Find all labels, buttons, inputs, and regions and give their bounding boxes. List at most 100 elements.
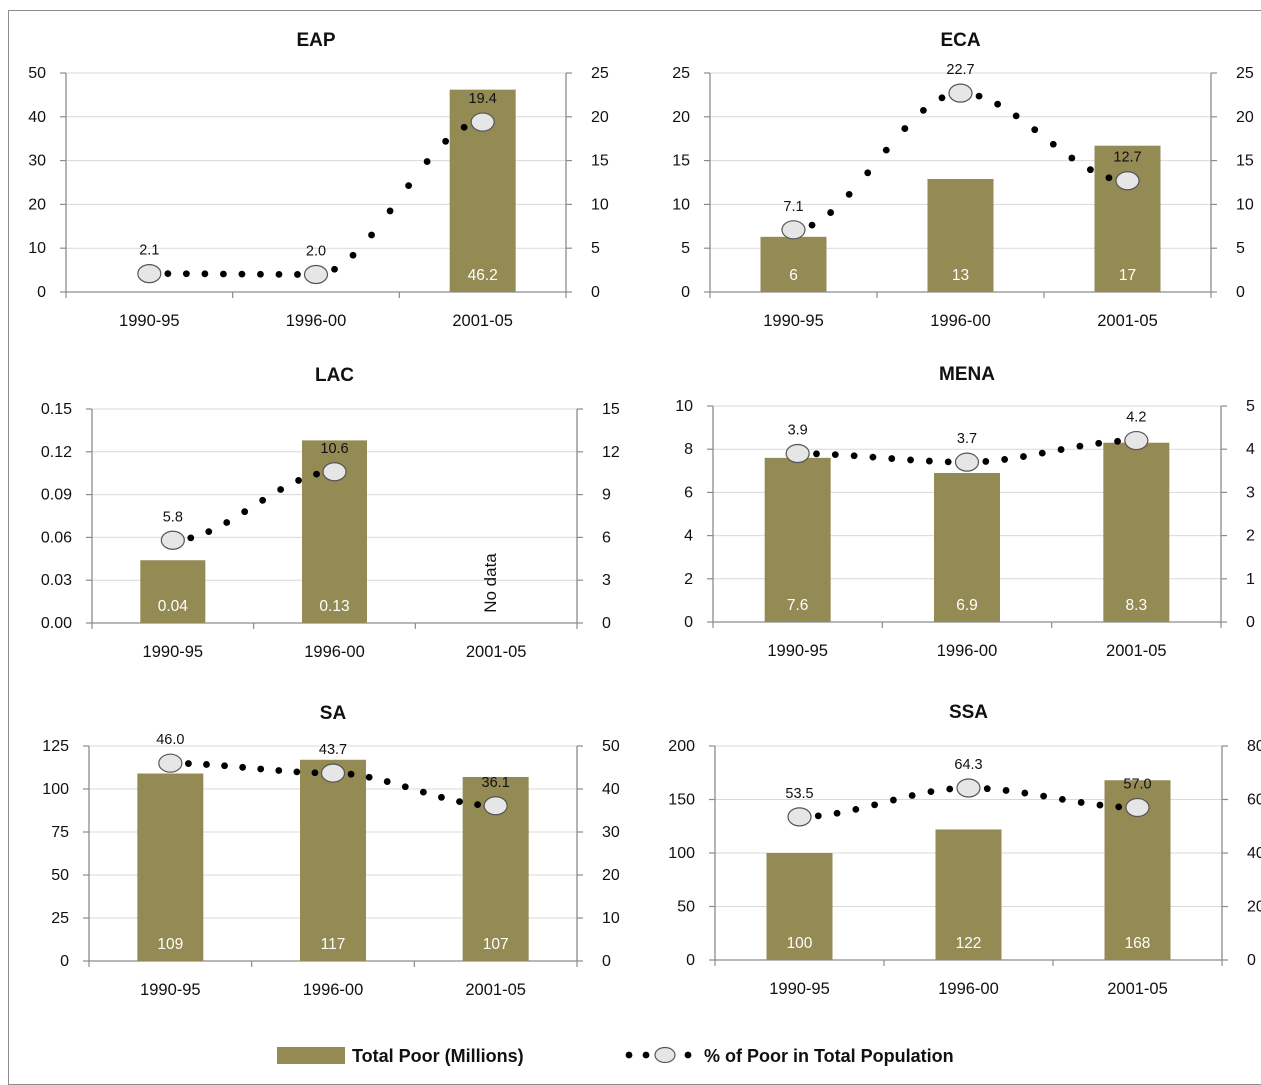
pct-value-label: 3.9	[788, 423, 808, 439]
line-dot	[164, 270, 172, 278]
x-tick-label: 1990-95	[767, 642, 828, 660]
y2-tick-label: 10	[591, 196, 609, 213]
bar-value-label: 109	[157, 936, 183, 953]
bar-value-label: 8.3	[1126, 597, 1148, 614]
bar-value-label: 46.2	[468, 267, 498, 284]
line-dot	[1058, 795, 1066, 803]
line-dot	[1020, 453, 1027, 460]
y2-tick-label: 10	[602, 910, 620, 927]
y2-tick-label: 12	[602, 444, 620, 461]
bar-value-label: 107	[483, 936, 509, 953]
line-dot	[456, 798, 463, 806]
line-dot	[845, 190, 853, 198]
line-dot	[889, 796, 897, 804]
y-tick-label: 0	[681, 284, 690, 301]
x-tick-label: 1996-00	[304, 643, 365, 661]
y-tick-label: 100	[42, 781, 69, 798]
y-tick-label: 0	[37, 284, 46, 301]
pct-marker	[158, 753, 183, 773]
line-dot	[1077, 799, 1085, 806]
pct-value-label: 43.7	[319, 742, 347, 758]
y2-tick-label: 4	[1246, 441, 1255, 458]
y-tick-label: 50	[51, 867, 69, 884]
bar	[766, 853, 833, 960]
x-tick-label: 2001-05	[1107, 980, 1168, 998]
chart-title: ECA	[940, 30, 980, 51]
legend-bar-label: Total Poor (Millions)	[352, 1046, 524, 1066]
pct-value-label: 4.2	[1126, 410, 1146, 426]
y2-tick-label: 20	[602, 867, 620, 884]
y2-tick-label: 25	[1236, 65, 1254, 82]
line-dot	[1105, 174, 1113, 182]
line-dot	[401, 783, 409, 791]
y2-tick-label: 20	[1247, 899, 1261, 916]
line-dot	[205, 528, 213, 536]
y2-tick-label: 3	[1246, 484, 1255, 501]
line-dot	[833, 809, 841, 817]
line-dot	[294, 271, 301, 278]
line-dot	[888, 455, 896, 462]
y2-tick-label: 20	[1236, 109, 1254, 126]
bar	[300, 759, 366, 961]
line-dot	[1002, 787, 1010, 794]
line-dot	[203, 761, 210, 768]
chart-eap: EAP 0 10 20 30 40 50 0 5 10 15 20 25 1990-95 1996-00 20…	[28, 30, 609, 330]
line-dot	[864, 169, 872, 177]
y2-tick-label: 0	[602, 953, 611, 970]
y-tick-label: 200	[668, 738, 695, 755]
y-tick-label: 50	[677, 899, 695, 916]
y2-tick-label: 40	[1247, 845, 1261, 862]
chart-title: SSA	[949, 702, 988, 723]
pct-value-label: 2.1	[139, 243, 159, 259]
line-dot	[220, 270, 227, 278]
bar	[1103, 442, 1170, 622]
legend-line-marker	[625, 1046, 692, 1064]
pct-marker	[787, 807, 812, 827]
y-tick-label: 6	[684, 484, 693, 501]
y2-tick-label: 5	[1246, 398, 1255, 415]
line-dot	[201, 270, 209, 278]
line-dot	[438, 793, 445, 801]
bar-value-label: 6	[789, 267, 798, 284]
y2-tick-label: 0	[1236, 284, 1245, 301]
y-tick-label: 20	[28, 196, 46, 213]
y-tick-label: 100	[668, 845, 695, 862]
y-tick-label: 10	[672, 196, 690, 213]
line-dot	[1076, 442, 1084, 450]
x-tick-label: 1996-00	[286, 312, 347, 330]
line-dot	[383, 778, 391, 785]
line-dot	[938, 94, 946, 102]
line-dot	[982, 458, 990, 465]
pct-value-label: 64.3	[954, 757, 982, 773]
legend-line-dot	[642, 1051, 650, 1059]
y2-tick-label: 15	[1236, 153, 1254, 170]
bar-value-label: 117	[321, 936, 346, 953]
chart-mena: MENA 0 2 4 6 8 10 0 1 2 3 4 5 1990-95 1996-00 2001-05 7.…	[675, 364, 1255, 660]
pct-value-label: 57.0	[1123, 777, 1151, 793]
pct-marker	[785, 443, 810, 464]
line-dot	[221, 762, 228, 770]
line-dot	[944, 458, 952, 466]
y2-tick-label: 80	[1247, 738, 1261, 755]
y-tick-label: 30	[28, 153, 46, 170]
y-tick-label: 0.00	[41, 615, 72, 632]
line-dot	[275, 767, 283, 774]
line-dot	[871, 801, 879, 809]
bar	[934, 472, 1000, 622]
pct-marker	[781, 220, 806, 240]
line-dot	[1086, 166, 1094, 174]
bar-value-label: 0.13	[319, 598, 349, 615]
figure-frame	[8, 10, 1261, 1085]
y-tick-label: 4	[684, 528, 693, 545]
chart-title: EAP	[296, 30, 335, 51]
bar-value-label: 122	[956, 935, 982, 952]
bar	[140, 560, 206, 623]
y2-tick-label: 15	[591, 153, 609, 170]
line-dot	[975, 92, 983, 100]
y-tick-label: 150	[668, 792, 695, 809]
line-dot	[239, 763, 247, 771]
line-dot	[1068, 154, 1076, 162]
y2-tick-label: 25	[591, 65, 609, 82]
y-tick-label: 40	[28, 109, 46, 126]
line-dot	[277, 486, 285, 493]
